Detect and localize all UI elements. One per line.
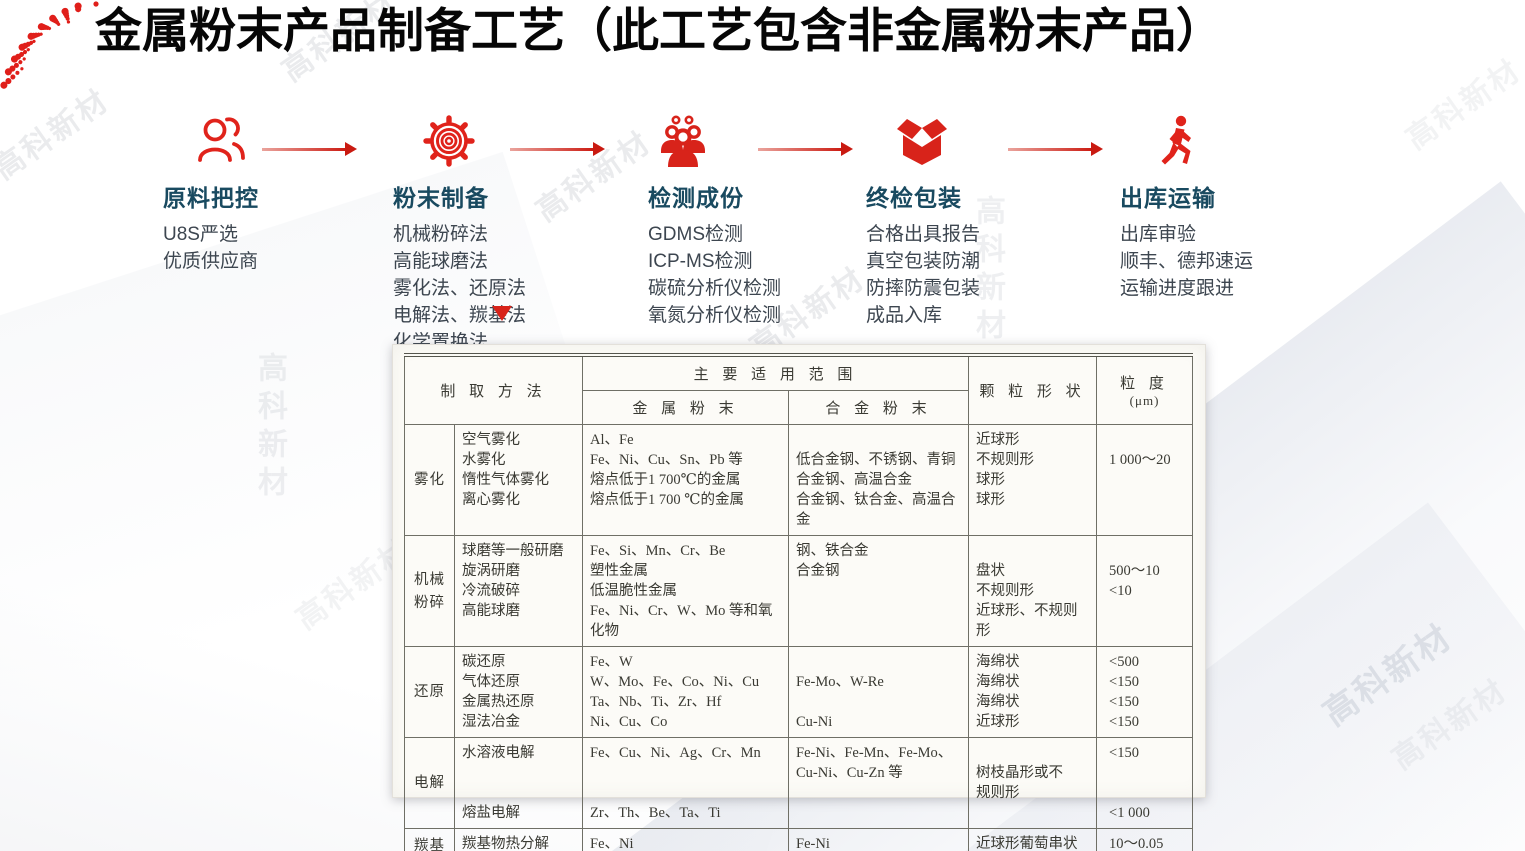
table-cell-alloy: Fe-Ni、Fe-Mn、Fe-Mo、 Cu-Ni、Cu-Zn 等 [788, 737, 970, 829]
table-cell-glabel: 电解 [404, 737, 455, 829]
step-item-list: U8S严选 优质供应商 [163, 221, 259, 275]
step-item: 真空包装防潮 [866, 251, 981, 272]
step-raw-material: 原料把控 U8S严选 优质供应商 [163, 113, 259, 275]
watermark: 高科新材 [1386, 673, 1514, 777]
table-cell-metal: Fe、Cu、Ni、Ag、Cr、Mn Zr、Th、Be、Ta、Ti [582, 737, 790, 829]
flow-arrow [758, 142, 853, 156]
step-item: GDMS检测 [648, 224, 744, 245]
table-cell-shape: 海绵状 海绵状 海绵状 近球形 [968, 646, 1098, 738]
step-item-list: 机械粉碎法 高能球磨法 雾化法、还原法 电解法、羰基法 化学置换法 [393, 221, 526, 356]
watermark: 高科新材 [253, 352, 286, 504]
table-cell-size: 10～0.05 [1096, 828, 1194, 851]
table-cell-glabel: 还原 [404, 646, 455, 738]
step-item: ICP-MS检测 [648, 251, 753, 272]
table-cell-alloy: 钢、铁合金 合金钢 [788, 535, 970, 647]
table-cell-methods: 空气雾化 水雾化 惰性气体雾化 离心雾化 [453, 424, 584, 536]
flow-arrow [510, 142, 605, 156]
step-composition-testing: 检测成份 GDMS检测 ICP-MS检测 碳硫分析仪检测 氧氮分析仪检测 [648, 113, 781, 329]
header-shape: 颗 粒 形 状 [968, 354, 1098, 425]
table-cell-methods: 水溶液电解 熔盐电解 [453, 737, 584, 829]
header-size-label: 粒 度 [1120, 376, 1169, 392]
table-row: 电解 水溶液电解 熔盐电解 Fe、Cu、Ni、Ag、Cr、Mn Zr、Th、Be、T… [404, 737, 1194, 829]
walking-person-icon [1120, 113, 1253, 169]
table-cell-glabel: 羰基 [404, 828, 455, 851]
table-cell-metal: Fe、Ni [582, 828, 790, 851]
people-group-icon [648, 113, 781, 169]
table-row: 还原 碳还原 气体还原 金属热还原 湿法冶金 Fe、W W、Mo、Fe、Co、Ni、Cu Ta… [404, 646, 1194, 738]
table-cell-metal: Fe、W W、Mo、Fe、Co、Ni、Cu Ta、Nb、Ti、Zr、Hf Ni、Cu、… [582, 646, 790, 738]
table-row: 机械 粉碎 球磨等一般研磨 旋涡研磨 冷流破碎 高能球磨 Fe、Si、Mn、Cr、Be 塑性金… [404, 535, 1194, 647]
header-size-unit: (μm) [1129, 393, 1160, 408]
step-final-inspection-packaging: 终检包装 合格出具报告 真空包装防潮 防摔防震包装 成品入库 [866, 113, 980, 329]
table-cell-methods: 羰基物热分解 [453, 828, 584, 851]
table-cell-glabel: 机械 粉碎 [404, 535, 455, 647]
step-item: 雾化法、还原法 [393, 278, 527, 299]
step-title: 原料把控 [163, 185, 259, 211]
step-title: 出库运输 [1120, 185, 1216, 211]
step-item-list: 合格出具报告 真空包装防潮 防摔防震包装 成品入库 [866, 221, 980, 329]
step-item: 氧氮分析仪检测 [648, 305, 782, 326]
down-triangle-icon [492, 306, 512, 321]
header-alloy: 合 金 粉 末 [788, 390, 970, 425]
table-cell-alloy: Fe-Ni [788, 828, 970, 851]
step-item: 顺丰、德邦速运 [1120, 251, 1254, 272]
watermark: 高科新材 [1400, 53, 1525, 157]
open-box-icon [866, 113, 980, 169]
step-item: 防摔防震包装 [866, 278, 981, 299]
table-cell-glabel: 雾化 [404, 424, 455, 536]
table-cell-metal: Al、Fe Fe、Ni、Cu、Sn、Pb 等熔点低于1 700℃的金属 熔点低于1 … [582, 424, 790, 536]
dotted-swirl-logo [0, 0, 99, 89]
header-method: 制 取 方 法 [403, 354, 584, 425]
table-cell-size: 500～10 <10 [1096, 535, 1194, 647]
table-cell-methods: 球磨等一般研磨 旋涡研磨 冷流破碎 高能球磨 [453, 535, 584, 647]
step-item: 出库审验 [1120, 224, 1197, 245]
step-title: 终检包装 [866, 185, 962, 211]
step-item: 成品入库 [866, 305, 943, 326]
step-item: U8S严选 [163, 224, 238, 245]
table-row: 雾化 空气雾化 水雾化 惰性气体雾化 离心雾化 Al、Fe Fe、Ni、Cu、Sn、Pb 等… [404, 424, 1194, 536]
process-table: 制 取 方 法 主 要 适 用 范 围 颗 粒 形 状 粒 度 (μm) 金 属… [403, 353, 1194, 851]
table-cell-size: <150 <1 000 [1096, 737, 1194, 829]
header-scope: 主 要 适 用 范 围 [582, 354, 970, 391]
table-cell-alloy: Fe-Mo、W-Re Cu-Ni [788, 646, 970, 738]
table-row: 羰基 羰基物热分解 Fe、Ni Fe-Ni 近球形葡萄串状 10～0.05 [404, 828, 1194, 851]
page-title: 金属粉末产品制备工艺（此工艺包含非金属粉末产品） [95, 6, 1223, 58]
table-cell-shape: 盘状 不规则形 近球形、不规则形 [968, 535, 1098, 647]
users-outline-icon [163, 113, 259, 169]
step-shipping: 出库运输 出库审验 顺丰、德邦速运 运输进度跟进 [1120, 113, 1253, 302]
step-item: 优质供应商 [163, 251, 259, 272]
watermark: 高科新材 [530, 125, 658, 229]
step-title: 粉末制备 [393, 185, 489, 211]
flow-arrow [1008, 142, 1103, 156]
step-item: 高能球磨法 [393, 251, 489, 272]
step-item-list: 出库审验 顺丰、德邦速运 运输进度跟进 [1120, 221, 1253, 302]
table-cell-size: 1 000～20 [1096, 424, 1194, 536]
step-item: 碳硫分析仪检测 [648, 278, 782, 299]
watermark: 高科新材 [1316, 617, 1460, 734]
table-cell-alloy: 低合金钢、不锈钢、青铜 合金钢、高温合金 合金钢、钛合金、高温合金 [788, 424, 970, 536]
table-cell-size: <500 <150 <150 <150 [1096, 646, 1194, 738]
step-item: 机械粉碎法 [393, 224, 489, 245]
table-cell-methods: 碳还原 气体还原 金属热还原 湿法冶金 [453, 646, 584, 738]
step-title: 检测成份 [648, 185, 744, 211]
gear-icon [393, 113, 526, 169]
step-item-list: GDMS检测 ICP-MS检测 碳硫分析仪检测 氧氮分析仪检测 [648, 221, 781, 329]
table-cell-metal: Fe、Si、Mn、Cr、Be 塑性金属 低温脆性金属 Fe、Ni、Cr、W、Mo 等和… [582, 535, 790, 647]
step-item: 运输进度跟进 [1120, 278, 1235, 299]
step-item: 合格出具报告 [866, 224, 981, 245]
scanned-table-image: 制 取 方 法 主 要 适 用 范 围 颗 粒 形 状 粒 度 (μm) 金 属… [392, 344, 1206, 851]
table-header-row: 制 取 方 法 主 要 适 用 范 围 颗 粒 形 状 粒 度 (μm) [403, 354, 1194, 425]
flow-arrow [262, 142, 357, 156]
table-cell-shape: 近球形葡萄串状 [968, 828, 1098, 851]
table-cell-shape: 树枝晶形或不 规则形 [968, 737, 1098, 829]
header-metal: 金 属 粉 末 [582, 390, 790, 425]
table-cell-shape: 近球形 不规则形 球形 球形 [968, 424, 1098, 536]
header-size: 粒 度 (μm) [1096, 354, 1194, 425]
